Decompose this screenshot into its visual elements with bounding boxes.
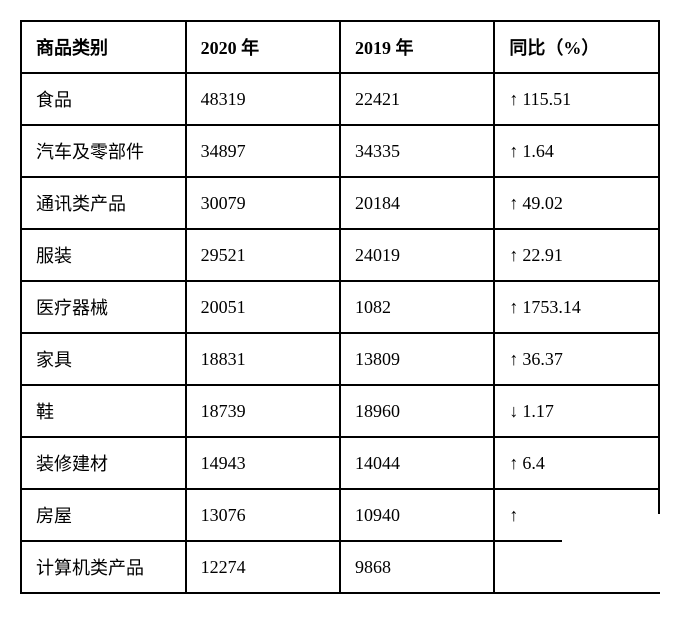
cell-category: 家具 — [21, 333, 186, 385]
cell-yoy: ↑1753.14 — [494, 281, 659, 333]
cutoff-overlay-a — [497, 544, 662, 592]
cell-yoy: ↑49.02 — [494, 177, 659, 229]
cell-2020: 29521 — [186, 229, 340, 281]
table-row: 食品4831922421↑115.51 — [21, 73, 659, 125]
col-header-yoy: 同比（%） — [494, 21, 659, 73]
cell-category: 通讯类产品 — [21, 177, 186, 229]
table-row: 鞋1873918960↓1.17 — [21, 385, 659, 437]
main-table: 商品类别 2020 年 2019 年 同比（%） 食品4831922421↑11… — [20, 20, 660, 594]
cell-2019: 20184 — [340, 177, 494, 229]
table-row: 医疗器械200511082↑1753.14 — [21, 281, 659, 333]
cell-category: 食品 — [21, 73, 186, 125]
cell-yoy: ↑36.37 — [494, 333, 659, 385]
arrow-up-icon: ↑ — [509, 297, 518, 318]
cell-category: 鞋 — [21, 385, 186, 437]
arrow-up-icon: ↑ — [509, 193, 518, 214]
cell-category: 汽车及零部件 — [21, 125, 186, 177]
arrow-up-icon: ↑ — [509, 453, 518, 474]
cell-2020: 14943 — [186, 437, 340, 489]
table-row: 家具1883113809↑36.37 — [21, 333, 659, 385]
cell-category: 计算机类产品 — [21, 541, 186, 593]
cell-yoy: ↑115.51 — [494, 73, 659, 125]
arrow-down-icon: ↓ — [509, 401, 518, 422]
col-header-2020: 2020 年 — [186, 21, 340, 73]
table-container: 商品类别 2020 年 2019 年 同比（%） 食品4831922421↑11… — [20, 20, 660, 594]
cell-2019: 24019 — [340, 229, 494, 281]
cell-2019: 34335 — [340, 125, 494, 177]
cell-yoy: ↑22.91 — [494, 229, 659, 281]
cell-2020: 12274 — [186, 541, 340, 593]
cell-2020: 18739 — [186, 385, 340, 437]
cell-yoy: ↑6.4 — [494, 437, 659, 489]
cell-yoy: ↑1.64 — [494, 125, 659, 177]
cell-2020: 20051 — [186, 281, 340, 333]
arrow-up-icon: ↑ — [509, 89, 518, 110]
col-header-2019: 2019 年 — [340, 21, 494, 73]
cell-2019: 13809 — [340, 333, 494, 385]
cutoff-overlay-b — [562, 514, 662, 544]
cell-2019: 10940 — [340, 489, 494, 541]
cell-category: 医疗器械 — [21, 281, 186, 333]
cell-category: 装修建材 — [21, 437, 186, 489]
cell-2019: 18960 — [340, 385, 494, 437]
arrow-up-icon: ↑ — [509, 349, 518, 370]
yoy-value: 22.91 — [522, 245, 563, 265]
arrow-up-icon: ↑ — [509, 245, 518, 266]
cell-2020: 34897 — [186, 125, 340, 177]
cell-category: 服装 — [21, 229, 186, 281]
cell-2020: 13076 — [186, 489, 340, 541]
col-header-category: 商品类别 — [21, 21, 186, 73]
yoy-value: 1.17 — [522, 401, 554, 421]
cell-2019: 1082 — [340, 281, 494, 333]
arrow-up-icon: ↑ — [509, 141, 518, 162]
yoy-value: 6.4 — [522, 453, 545, 473]
cell-2019: 14044 — [340, 437, 494, 489]
arrow-up-icon: ↑ — [509, 505, 518, 526]
table-row: 服装2952124019↑22.91 — [21, 229, 659, 281]
cell-2019: 9868 — [340, 541, 494, 593]
table-row: 汽车及零部件3489734335↑1.64 — [21, 125, 659, 177]
cell-2020: 18831 — [186, 333, 340, 385]
table-row: 装修建材1494314044↑6.4 — [21, 437, 659, 489]
table-row: 通讯类产品3007920184↑49.02 — [21, 177, 659, 229]
cell-2020: 48319 — [186, 73, 340, 125]
cell-2020: 30079 — [186, 177, 340, 229]
header-row: 商品类别 2020 年 2019 年 同比（%） — [21, 21, 659, 73]
yoy-value: 1753.14 — [522, 297, 581, 317]
yoy-value: 115.51 — [522, 89, 571, 109]
yoy-value: 1.64 — [522, 141, 554, 161]
cell-category: 房屋 — [21, 489, 186, 541]
yoy-value: 36.37 — [522, 349, 563, 369]
cell-yoy: ↓1.17 — [494, 385, 659, 437]
yoy-value: 49.02 — [522, 193, 563, 213]
cell-2019: 22421 — [340, 73, 494, 125]
